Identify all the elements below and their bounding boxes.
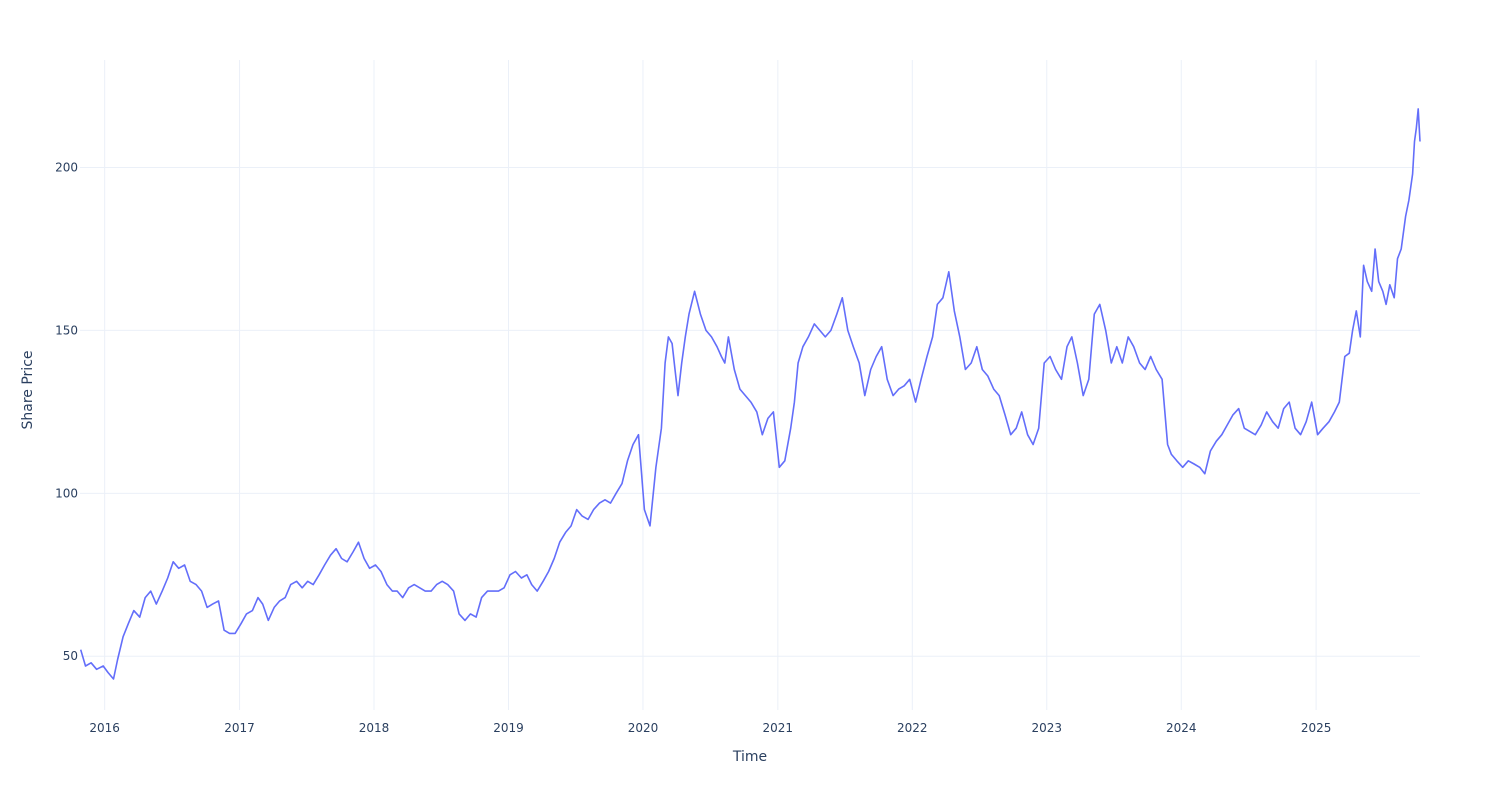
series-line bbox=[79, 108, 1421, 680]
x-tick-label: 2019 bbox=[493, 721, 524, 735]
series-layer bbox=[79, 108, 1421, 680]
y-tick-label: 100 bbox=[55, 486, 78, 500]
y-axis-ticks: 50 100 150 200 bbox=[55, 161, 78, 664]
y-tick-label: 200 bbox=[55, 161, 78, 175]
x-tick-label: 2017 bbox=[224, 721, 255, 735]
x-tick-label: 2022 bbox=[897, 721, 928, 735]
x-tick-label: 2024 bbox=[1166, 721, 1197, 735]
x-axis-ticks: 2016 2017 2018 2019 2020 2021 2022 2023 2024 2025 bbox=[89, 721, 1331, 735]
x-axis-title: Time bbox=[732, 749, 767, 765]
x-tick-label: 2016 bbox=[89, 721, 120, 735]
y-tick-label: 150 bbox=[55, 323, 78, 337]
x-tick-label: 2025 bbox=[1301, 721, 1332, 735]
y-tick-label: 50 bbox=[63, 649, 78, 663]
y-axis-title: Share Price bbox=[20, 350, 36, 429]
x-tick-label: 2023 bbox=[1032, 721, 1063, 735]
grid bbox=[80, 60, 1420, 710]
x-tick-label: 2020 bbox=[628, 721, 659, 735]
x-tick-label: 2018 bbox=[359, 721, 390, 735]
x-tick-label: 2021 bbox=[763, 721, 794, 735]
